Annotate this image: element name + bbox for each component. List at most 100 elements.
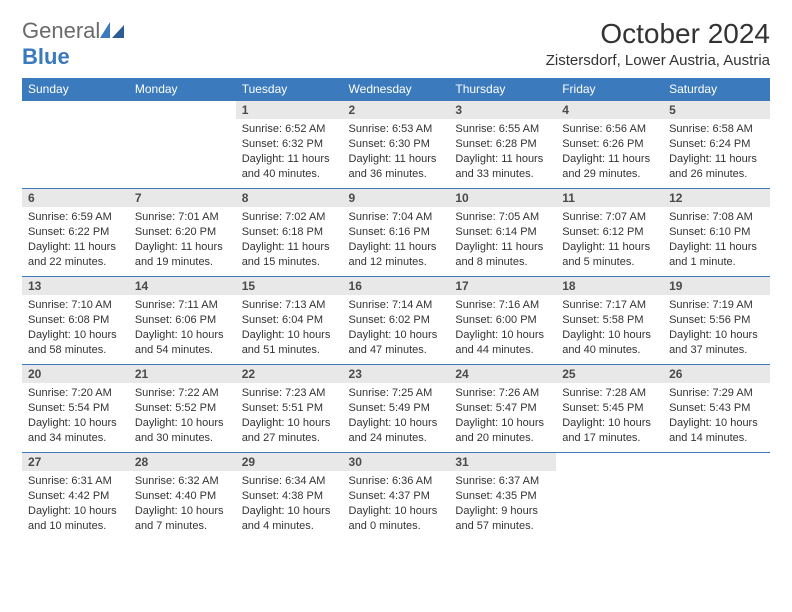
day-number: 12	[663, 189, 770, 207]
day-details: Sunrise: 7:02 AMSunset: 6:18 PMDaylight:…	[236, 207, 343, 272]
calendar-cell: 31Sunrise: 6:37 AMSunset: 4:35 PMDayligh…	[449, 453, 556, 541]
day-details: Sunrise: 6:59 AMSunset: 6:22 PMDaylight:…	[22, 207, 129, 272]
sunrise-text: Sunrise: 7:05 AM	[455, 210, 550, 225]
calendar-cell: 20Sunrise: 7:20 AMSunset: 5:54 PMDayligh…	[22, 365, 129, 453]
sunrise-text: Sunrise: 6:55 AM	[455, 122, 550, 137]
day-details: Sunrise: 6:36 AMSunset: 4:37 PMDaylight:…	[343, 471, 450, 536]
sunset-text: Sunset: 6:02 PM	[349, 313, 444, 328]
calendar-cell: 21Sunrise: 7:22 AMSunset: 5:52 PMDayligh…	[129, 365, 236, 453]
daylight-text: Daylight: 11 hours and 26 minutes.	[669, 152, 764, 182]
sunset-text: Sunset: 5:54 PM	[28, 401, 123, 416]
day-details: Sunrise: 7:10 AMSunset: 6:08 PMDaylight:…	[22, 295, 129, 360]
sunrise-text: Sunrise: 6:32 AM	[135, 474, 230, 489]
daylight-text: Daylight: 10 hours and 47 minutes.	[349, 328, 444, 358]
daylight-text: Daylight: 10 hours and 58 minutes.	[28, 328, 123, 358]
day-number: 29	[236, 453, 343, 471]
daylight-text: Daylight: 11 hours and 36 minutes.	[349, 152, 444, 182]
day-number: 30	[343, 453, 450, 471]
daylight-text: Daylight: 11 hours and 12 minutes.	[349, 240, 444, 270]
calendar-cell: 17Sunrise: 7:16 AMSunset: 6:00 PMDayligh…	[449, 277, 556, 365]
calendar-cell: 8Sunrise: 7:02 AMSunset: 6:18 PMDaylight…	[236, 189, 343, 277]
day-number: 15	[236, 277, 343, 295]
daylight-text: Daylight: 10 hours and 30 minutes.	[135, 416, 230, 446]
daylight-text: Daylight: 10 hours and 51 minutes.	[242, 328, 337, 358]
logo-text: General Blue	[22, 18, 128, 70]
sunset-text: Sunset: 6:04 PM	[242, 313, 337, 328]
day-details: Sunrise: 6:32 AMSunset: 4:40 PMDaylight:…	[129, 471, 236, 536]
sunrise-text: Sunrise: 6:37 AM	[455, 474, 550, 489]
calendar-cell: 26Sunrise: 7:29 AMSunset: 5:43 PMDayligh…	[663, 365, 770, 453]
sunset-text: Sunset: 5:51 PM	[242, 401, 337, 416]
daylight-text: Daylight: 10 hours and 34 minutes.	[28, 416, 123, 446]
calendar-cell: 7Sunrise: 7:01 AMSunset: 6:20 PMDaylight…	[129, 189, 236, 277]
sunset-text: Sunset: 4:40 PM	[135, 489, 230, 504]
calendar-row: 6Sunrise: 6:59 AMSunset: 6:22 PMDaylight…	[22, 189, 770, 277]
sunrise-text: Sunrise: 7:23 AM	[242, 386, 337, 401]
day-number: 4	[556, 101, 663, 119]
calendar-cell: 9Sunrise: 7:04 AMSunset: 6:16 PMDaylight…	[343, 189, 450, 277]
daylight-text: Daylight: 10 hours and 0 minutes.	[349, 504, 444, 534]
day-number: 14	[129, 277, 236, 295]
sunset-text: Sunset: 4:38 PM	[242, 489, 337, 504]
calendar-cell: 25Sunrise: 7:28 AMSunset: 5:45 PMDayligh…	[556, 365, 663, 453]
header: General Blue October 2024 Zistersdorf, L…	[22, 18, 770, 70]
daylight-text: Daylight: 10 hours and 24 minutes.	[349, 416, 444, 446]
day-number: 28	[129, 453, 236, 471]
sunrise-text: Sunrise: 7:04 AM	[349, 210, 444, 225]
day-number: 26	[663, 365, 770, 383]
day-details: Sunrise: 7:08 AMSunset: 6:10 PMDaylight:…	[663, 207, 770, 272]
daylight-text: Daylight: 10 hours and 37 minutes.	[669, 328, 764, 358]
sunset-text: Sunset: 5:52 PM	[135, 401, 230, 416]
day-details: Sunrise: 7:25 AMSunset: 5:49 PMDaylight:…	[343, 383, 450, 448]
day-details: Sunrise: 7:29 AMSunset: 5:43 PMDaylight:…	[663, 383, 770, 448]
calendar-row: 20Sunrise: 7:20 AMSunset: 5:54 PMDayligh…	[22, 365, 770, 453]
sunrise-text: Sunrise: 7:25 AM	[349, 386, 444, 401]
calendar-row: ..1Sunrise: 6:52 AMSunset: 6:32 PMDaylig…	[22, 101, 770, 189]
calendar-row: 27Sunrise: 6:31 AMSunset: 4:42 PMDayligh…	[22, 453, 770, 541]
calendar-cell: 23Sunrise: 7:25 AMSunset: 5:49 PMDayligh…	[343, 365, 450, 453]
weekday-header: Wednesday	[343, 78, 450, 101]
title-block: October 2024 Zistersdorf, Lower Austria,…	[546, 18, 770, 69]
calendar-cell: 16Sunrise: 7:14 AMSunset: 6:02 PMDayligh…	[343, 277, 450, 365]
calendar-cell: 1Sunrise: 6:52 AMSunset: 6:32 PMDaylight…	[236, 101, 343, 189]
day-number: 16	[343, 277, 450, 295]
sunrise-text: Sunrise: 7:29 AM	[669, 386, 764, 401]
daylight-text: Daylight: 11 hours and 33 minutes.	[455, 152, 550, 182]
sunset-text: Sunset: 4:37 PM	[349, 489, 444, 504]
day-number: 18	[556, 277, 663, 295]
sunset-text: Sunset: 6:18 PM	[242, 225, 337, 240]
location-subtitle: Zistersdorf, Lower Austria, Austria	[546, 52, 770, 69]
sunset-text: Sunset: 5:45 PM	[562, 401, 657, 416]
sunrise-text: Sunrise: 6:34 AM	[242, 474, 337, 489]
calendar-cell: 14Sunrise: 7:11 AMSunset: 6:06 PMDayligh…	[129, 277, 236, 365]
sunrise-text: Sunrise: 6:58 AM	[669, 122, 764, 137]
sunset-text: Sunset: 5:56 PM	[669, 313, 764, 328]
calendar-cell: 30Sunrise: 6:36 AMSunset: 4:37 PMDayligh…	[343, 453, 450, 541]
sunset-text: Sunset: 6:26 PM	[562, 137, 657, 152]
weekday-header-row: Sunday Monday Tuesday Wednesday Thursday…	[22, 78, 770, 101]
calendar-cell: .	[22, 101, 129, 189]
sunrise-text: Sunrise: 7:20 AM	[28, 386, 123, 401]
sunrise-text: Sunrise: 7:16 AM	[455, 298, 550, 313]
sunset-text: Sunset: 6:20 PM	[135, 225, 230, 240]
calendar-cell: 18Sunrise: 7:17 AMSunset: 5:58 PMDayligh…	[556, 277, 663, 365]
daylight-text: Daylight: 11 hours and 5 minutes.	[562, 240, 657, 270]
day-number: 11	[556, 189, 663, 207]
day-number: 9	[343, 189, 450, 207]
sunrise-text: Sunrise: 6:36 AM	[349, 474, 444, 489]
sunset-text: Sunset: 6:22 PM	[28, 225, 123, 240]
calendar-cell: .	[663, 453, 770, 541]
day-number: 24	[449, 365, 556, 383]
day-details: Sunrise: 7:20 AMSunset: 5:54 PMDaylight:…	[22, 383, 129, 448]
day-number: 2	[343, 101, 450, 119]
calendar-cell: 28Sunrise: 6:32 AMSunset: 4:40 PMDayligh…	[129, 453, 236, 541]
day-details: Sunrise: 7:11 AMSunset: 6:06 PMDaylight:…	[129, 295, 236, 360]
day-details: Sunrise: 7:26 AMSunset: 5:47 PMDaylight:…	[449, 383, 556, 448]
sunset-text: Sunset: 6:12 PM	[562, 225, 657, 240]
sunrise-text: Sunrise: 6:52 AM	[242, 122, 337, 137]
weekday-header: Sunday	[22, 78, 129, 101]
daylight-text: Daylight: 11 hours and 15 minutes.	[242, 240, 337, 270]
weekday-header: Thursday	[449, 78, 556, 101]
day-details: Sunrise: 7:19 AMSunset: 5:56 PMDaylight:…	[663, 295, 770, 360]
day-number: 27	[22, 453, 129, 471]
